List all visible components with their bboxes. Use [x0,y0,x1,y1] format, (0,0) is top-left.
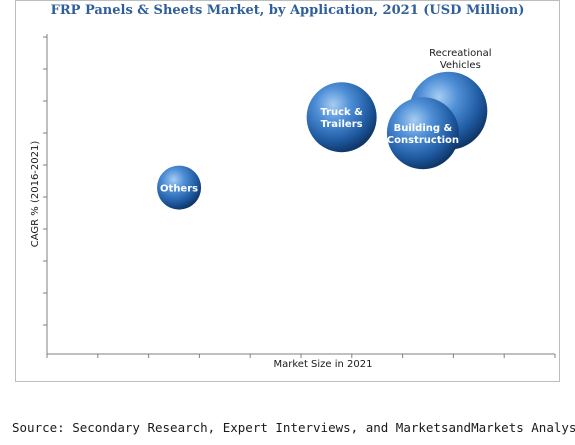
bubble-label-truck-trailers: Truck & Trailers [320,107,363,130]
bubble-label-building-construction: Building & Construction [387,123,459,146]
labels-layer: Others Truck & Trailers Recreational Vehicle… [160,48,491,195]
bubble-label-line: Building & [394,123,453,134]
source-note: Source: Secondary Research, Expert Inter… [12,420,575,435]
x-axis-label: Market Size in 2021 [273,359,372,370]
chart-title: FRP Panels & Sheets Market, by Applicati… [50,3,525,18]
bubble-label-line: Recreational [429,48,491,59]
y-axis-label: CAGR % (2016-2021) [30,141,41,248]
bubble-truck-trailers [306,82,377,153]
bubble-label-line: Truck & [320,107,363,118]
bubble-others [157,165,202,210]
chart-frame [15,0,560,382]
bubble-label-line: Others [160,184,198,195]
bubble-label-line: Trailers [321,119,363,130]
bubble-label-others: Others [160,184,198,195]
bubble-building-construction [386,97,459,170]
axes-layer: Market Size in 2021 CAGR % (2016-2021) [30,34,556,370]
bubble-label-line: Construction [387,135,459,146]
bubble-label-line: Vehicles [440,60,481,71]
bubbles-layer [157,71,488,210]
bubble-label-recreational-vehicles: Recreational Vehicles [429,48,491,71]
